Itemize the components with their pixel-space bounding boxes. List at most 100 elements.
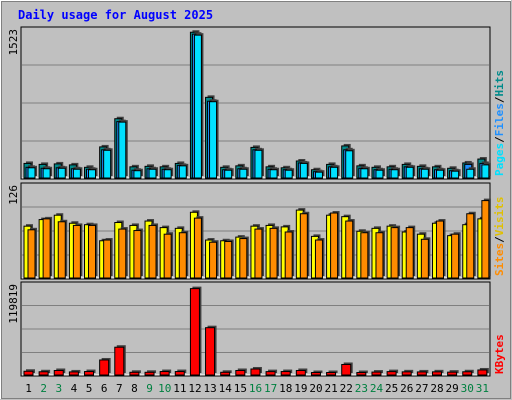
x-tick-label-day-12: 12 <box>188 382 201 395</box>
bar-pages-day-15 <box>239 168 248 179</box>
bar-kbytes-day-29 <box>447 371 458 376</box>
panel-visits_sites: 126 <box>7 182 491 280</box>
x-tick-label-day-13: 13 <box>203 382 216 395</box>
x-tick-label-day-18: 18 <box>279 382 292 395</box>
bar-pages-day-28 <box>435 169 444 179</box>
bar-sites-day-31 <box>481 200 490 279</box>
bar-pages-day-14 <box>224 169 233 179</box>
bar-kbytes-day-15 <box>235 369 246 376</box>
legend-separator: / <box>493 96 506 103</box>
bar-sites-day-23 <box>360 232 369 279</box>
bar-pages-day-8 <box>133 170 142 179</box>
bar-kbytes-day-13 <box>205 327 216 376</box>
bar-sites-day-17 <box>269 227 278 279</box>
legend-kbytes: KBytes <box>493 334 506 374</box>
bar-sites-day-8 <box>133 230 142 279</box>
bar-sites-day-5 <box>88 224 97 279</box>
bar-sites-day-3 <box>57 221 66 279</box>
bar-sites-day-19 <box>299 213 308 279</box>
bar-pages-day-17 <box>269 169 278 179</box>
bar-kbytes-day-27 <box>416 371 427 376</box>
x-tick-label-day-11: 11 <box>173 382 186 395</box>
bar-kbytes-day-19 <box>295 369 306 376</box>
x-tick-label-day-21: 21 <box>325 382 338 395</box>
x-tick-label-day-27: 27 <box>415 382 428 395</box>
bar-sites-day-12 <box>193 217 202 279</box>
bar-kbytes-day-31 <box>477 369 488 376</box>
bar-kbytes-day-24-shadow <box>373 370 383 373</box>
bar-kbytes-day-12 <box>189 288 200 376</box>
chart-title: Daily usage for August 2025 <box>18 8 213 22</box>
bar-kbytes-day-8-shadow <box>131 370 141 373</box>
x-tick-label-day-16: 16 <box>249 382 262 395</box>
bar-pages-day-4 <box>72 168 81 179</box>
x-tick-label-day-30: 30 <box>461 382 474 395</box>
bar-kbytes-day-3 <box>53 369 64 376</box>
bar-pages-day-21 <box>330 166 339 179</box>
bar-kbytes-day-14 <box>220 371 231 376</box>
y-max-label: 126 <box>7 185 20 205</box>
bar-pages-day-29 <box>451 170 460 179</box>
bar-pages-day-22 <box>345 150 354 179</box>
bar-sites-day-30 <box>466 213 475 279</box>
bar-pages-day-7 <box>118 121 127 179</box>
bar-kbytes-day-5 <box>84 371 95 376</box>
bar-sites-day-13 <box>209 241 218 279</box>
x-tick-label-day-23: 23 <box>355 382 368 395</box>
x-tick-label-day-28: 28 <box>430 382 443 395</box>
bar-kbytes-day-11 <box>174 371 185 376</box>
bar-kbytes-day-9 <box>144 371 155 376</box>
bar-pages-day-31 <box>481 164 490 179</box>
bar-kbytes-day-21 <box>326 372 337 376</box>
bar-kbytes-day-30 <box>462 371 473 376</box>
x-tick-label-day-14: 14 <box>219 382 233 395</box>
bar-kbytes-day-22 <box>341 363 352 376</box>
bar-kbytes-day-10 <box>159 371 170 376</box>
bar-sites-day-10 <box>163 233 172 279</box>
x-tick-label-day-8: 8 <box>131 382 138 395</box>
x-tick-label-day-10: 10 <box>158 382 171 395</box>
bar-pages-day-27 <box>420 168 429 179</box>
bar-sites-day-29 <box>451 233 460 279</box>
bar-kbytes-day-28 <box>431 371 442 376</box>
y-max-label: 119819 <box>7 284 20 324</box>
legend-visits-sites: Sites/Visits <box>493 197 506 277</box>
bar-sites-day-14 <box>224 240 233 279</box>
bar-sites-day-1 <box>27 229 36 279</box>
x-tick-label-day-29: 29 <box>446 382 459 395</box>
legend-hits-files-pages: Pages/Files/Hits <box>493 70 506 176</box>
x-tick-label-day-19: 19 <box>294 382 307 395</box>
bar-pages-day-6 <box>103 149 112 179</box>
x-tick-label-day-9: 9 <box>146 382 153 395</box>
legend-kbytes: KBytes <box>493 334 506 374</box>
x-tick-label-day-7: 7 <box>116 382 123 395</box>
bar-sites-day-27 <box>420 238 429 279</box>
bar-pages-day-1 <box>27 167 36 179</box>
legend-separator: / <box>493 236 506 243</box>
bar-sites-day-22 <box>345 220 354 279</box>
bar-sites-day-24 <box>375 232 384 279</box>
bar-kbytes-day-9-shadow <box>147 370 157 373</box>
bar-pages-day-5 <box>88 169 97 179</box>
bar-kbytes-day-6 <box>99 359 110 376</box>
bar-kbytes-day-8 <box>129 371 140 376</box>
x-tick-label-day-24: 24 <box>370 382 384 395</box>
x-tick-label-day-15: 15 <box>234 382 247 395</box>
bar-sites-day-18 <box>284 231 293 279</box>
bar-kbytes-day-18 <box>280 371 291 376</box>
bar-kbytes-day-16 <box>250 368 261 376</box>
bar-sites-day-26 <box>405 227 414 279</box>
bar-kbytes-day-4 <box>68 371 79 376</box>
bar-sites-day-21 <box>330 212 339 279</box>
x-tick-label-day-5: 5 <box>86 382 93 395</box>
x-tick-label-day-25: 25 <box>385 382 398 395</box>
x-tick-label-day-1: 1 <box>25 382 32 395</box>
bar-kbytes-day-23-shadow <box>358 370 368 373</box>
bar-sites-day-2 <box>42 218 51 279</box>
bar-sites-day-11 <box>178 232 187 279</box>
bar-pages-day-20 <box>314 171 323 179</box>
bar-pages-day-2 <box>42 168 51 179</box>
